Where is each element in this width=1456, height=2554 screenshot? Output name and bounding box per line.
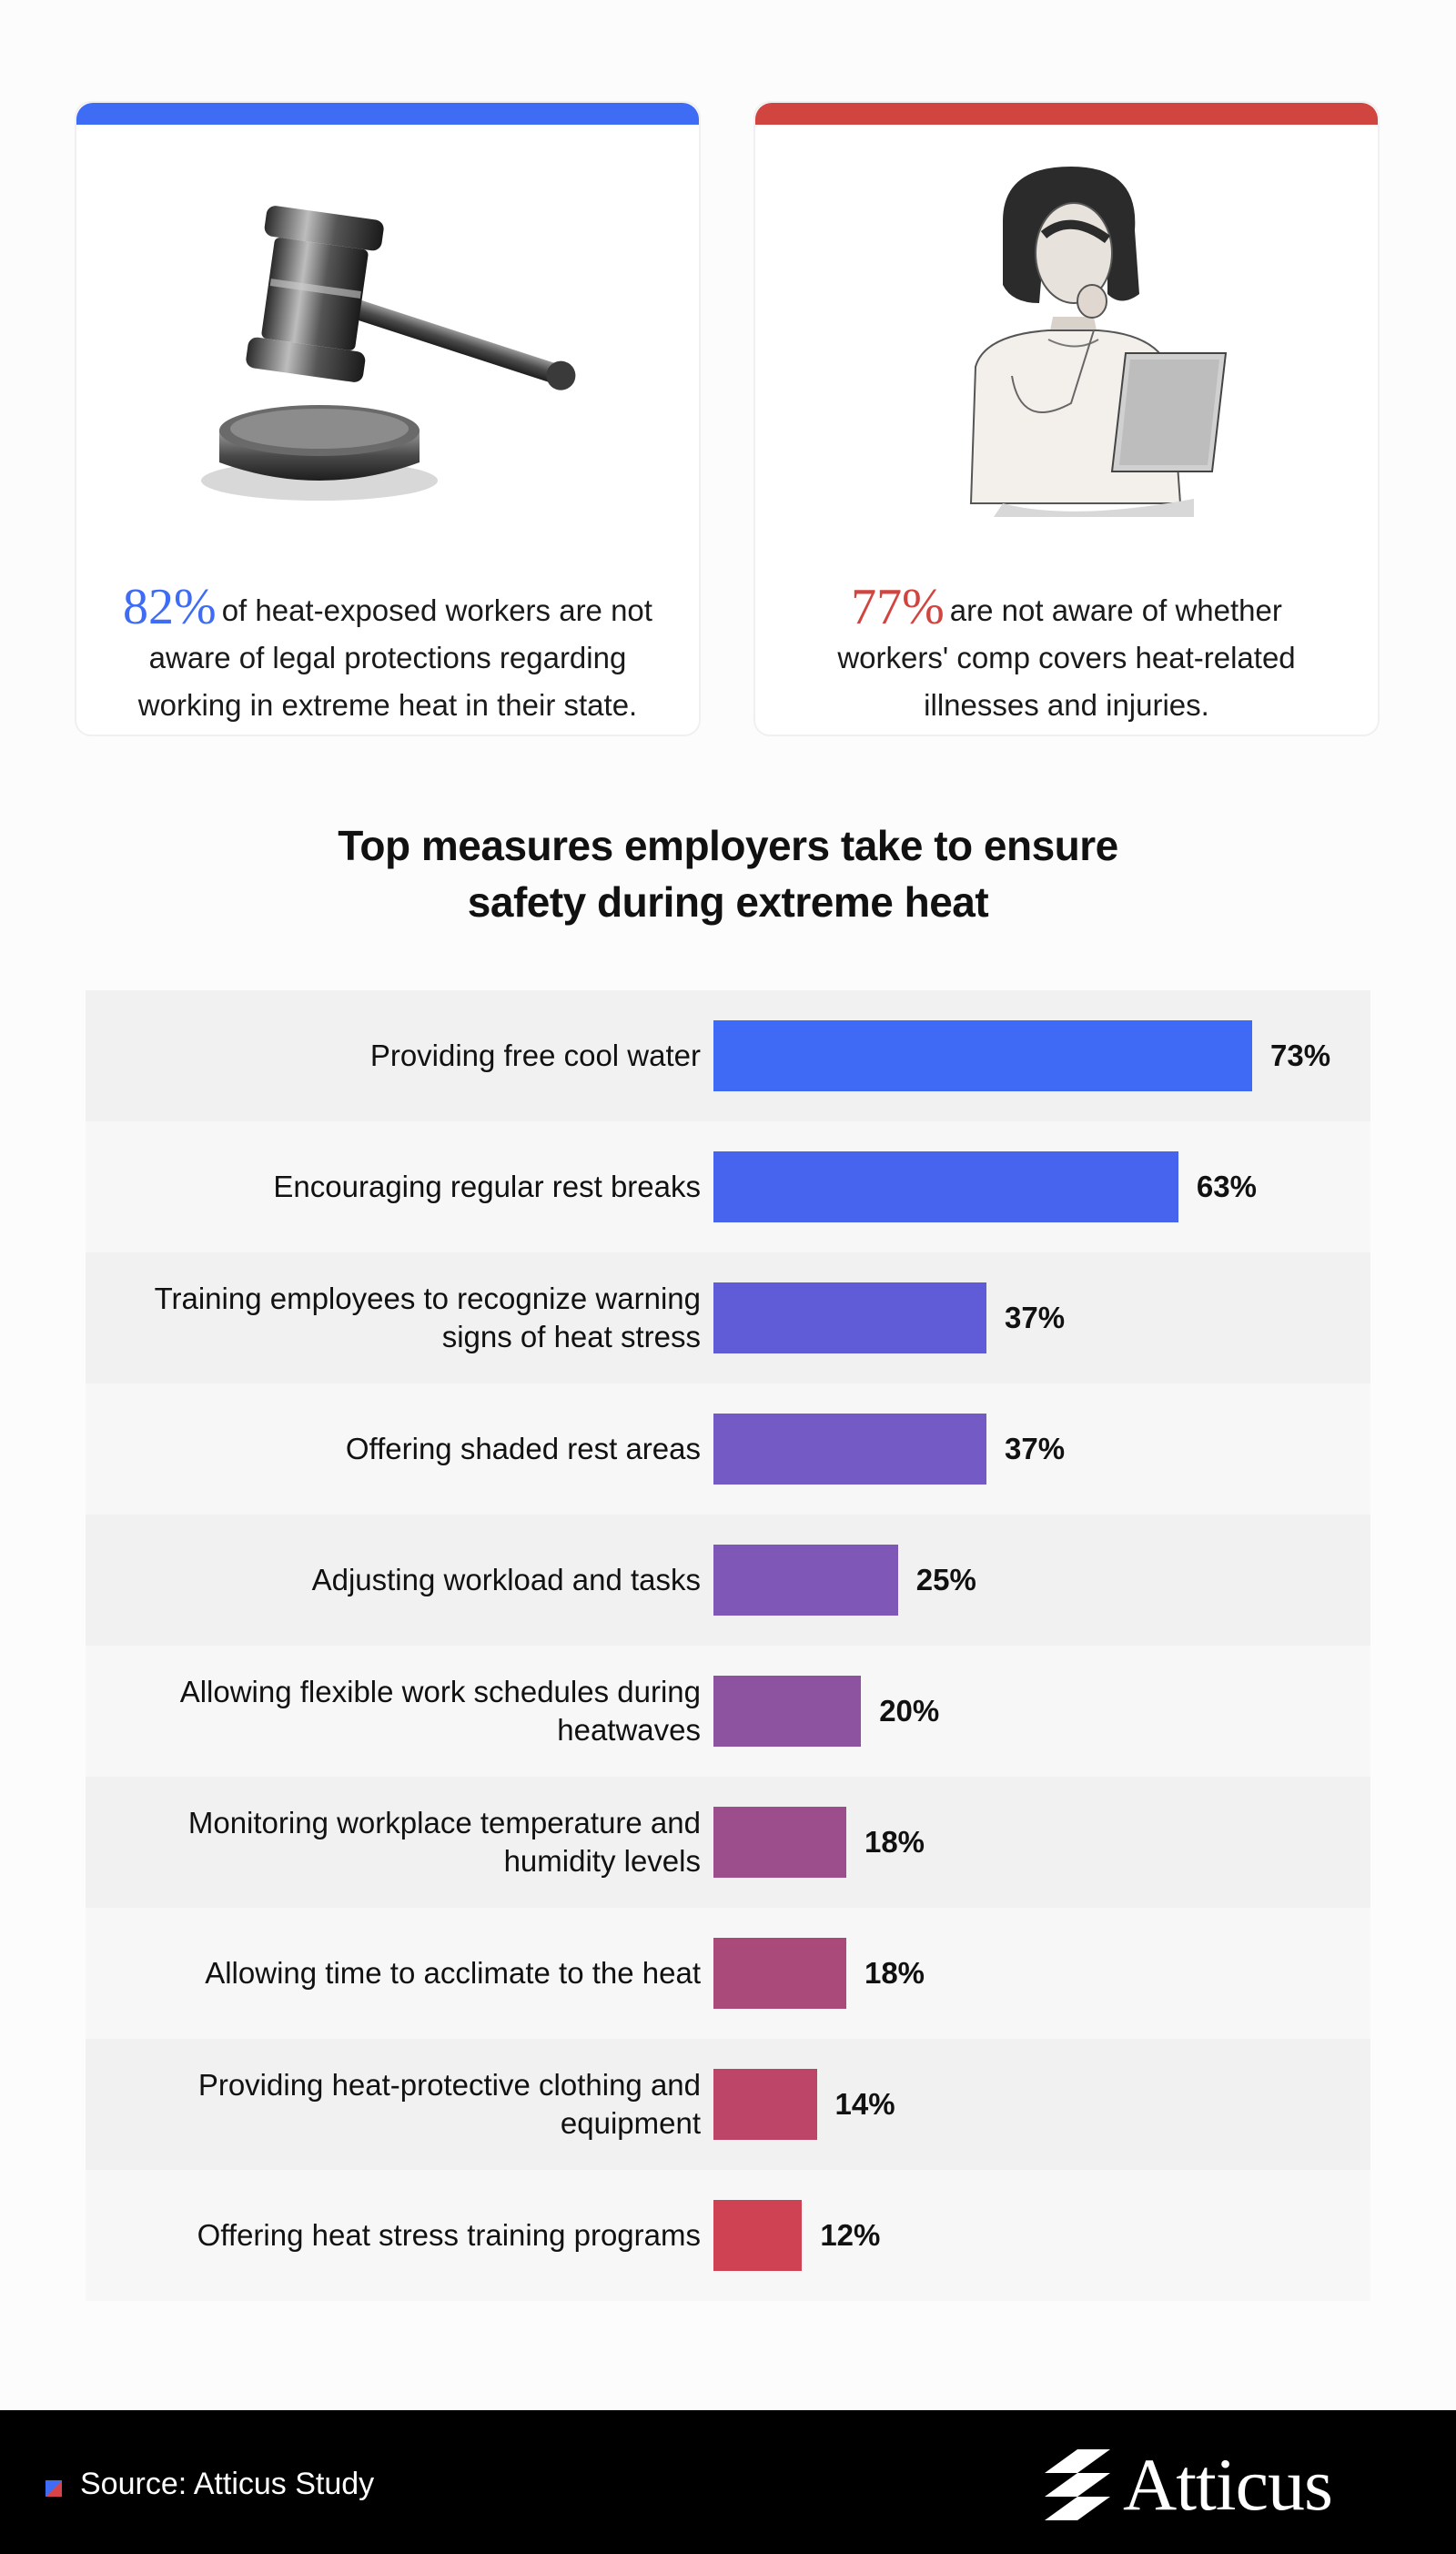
stat-caption: of heat-exposed workers are not aware of… xyxy=(137,593,652,722)
category-label: Training employees to recognize warning … xyxy=(154,1282,701,1353)
value-label: 14% xyxy=(834,2087,895,2121)
category-label: Adjusting workload and tasks xyxy=(311,1563,701,1596)
gavel-icon xyxy=(201,206,576,501)
bar xyxy=(713,1020,1252,1091)
stat-description: 77% are not aware of whether workers' com… xyxy=(792,582,1341,729)
value-label: 25% xyxy=(915,1563,976,1596)
chart-row: Training employees to recognize warning … xyxy=(86,1252,1370,1383)
chart-row: Providing heat-protective clothing and e… xyxy=(86,2039,1370,2170)
value-label: 73% xyxy=(1270,1039,1331,1072)
footer: Source: Atticus Study Atticus xyxy=(0,2410,1456,2554)
chart-row: Allowing flexible work schedules during … xyxy=(86,1646,1370,1777)
chart-row: Allowing time to acclimate to the heat 18… xyxy=(86,1908,1370,2039)
value-label: 18% xyxy=(864,1956,925,1990)
bar xyxy=(713,2069,817,2140)
atticus-wordmark: Atticus xyxy=(1123,2443,1333,2526)
horizontal-bar-chart: Providing free cool water 73% Encouraging … xyxy=(86,990,1370,2301)
source-square-icon xyxy=(46,2480,62,2497)
value-label: 63% xyxy=(1196,1170,1257,1203)
atticus-logo-icon xyxy=(1045,2449,1110,2520)
value-label: 20% xyxy=(879,1694,940,1728)
atticus-logo[interactable]: Atticus xyxy=(1041,2441,1333,2529)
value-label: 37% xyxy=(1005,1301,1066,1334)
stat-percentage: 77% xyxy=(851,579,945,635)
chart-title: Top measures employers take to ensure sa… xyxy=(338,822,1118,926)
bar xyxy=(713,1151,1178,1222)
bar xyxy=(713,1676,862,1747)
category-label: Allowing flexible work schedules during … xyxy=(179,1675,701,1747)
chart-row: Monitoring workplace temperature and hum… xyxy=(86,1777,1370,1908)
stat-percentage: 82% xyxy=(123,579,217,635)
category-label: Allowing time to acclimate to the heat xyxy=(205,1956,701,1990)
bar xyxy=(713,1938,846,2009)
bar xyxy=(713,1414,987,1485)
chart-row: Offering shaded rest areas 37% xyxy=(86,1383,1370,1515)
gavel-illustration xyxy=(76,157,699,576)
stat-caption: are not aware of whether workers' comp c… xyxy=(837,593,1296,722)
category-label: Offering shaded rest areas xyxy=(345,1432,701,1465)
category-label: Providing free cool water xyxy=(369,1039,701,1072)
stat-card-legal-awareness: 82% of heat-exposed workers are not aware… xyxy=(75,101,701,736)
chart-row: Offering heat stress training programs 12… xyxy=(86,2170,1370,2301)
chart-row: Adjusting workload and tasks 25% xyxy=(86,1515,1370,1646)
bar xyxy=(713,1282,987,1353)
chart-row: Encouraging regular rest breaks 63% xyxy=(86,1121,1370,1252)
bar xyxy=(713,1545,898,1616)
chart-row: Providing free cool water 73% xyxy=(86,990,1370,1121)
woman-laptop-icon xyxy=(969,167,1228,517)
stat-card-workers-comp: 77% are not aware of whether workers' com… xyxy=(753,101,1380,736)
card-accent-bar xyxy=(755,103,1378,125)
value-label: 37% xyxy=(1005,1432,1066,1465)
category-label: Providing heat-protective clothing and e… xyxy=(197,2068,701,2140)
woman-laptop-illustration xyxy=(755,157,1378,576)
value-label: 18% xyxy=(864,1825,925,1859)
stat-description: 82% of heat-exposed workers are not aware… xyxy=(113,582,662,729)
card-accent-bar xyxy=(76,103,699,125)
bar xyxy=(713,2200,803,2271)
bar xyxy=(713,1807,846,1878)
category-label: Offering heat stress training programs xyxy=(197,2218,701,2252)
source-text: Source: Atticus Study xyxy=(80,2467,375,2501)
category-label: Monitoring workplace temperature and hum… xyxy=(187,1806,701,1878)
category-label: Encouraging regular rest breaks xyxy=(273,1170,701,1203)
value-label: 12% xyxy=(820,2218,881,2252)
